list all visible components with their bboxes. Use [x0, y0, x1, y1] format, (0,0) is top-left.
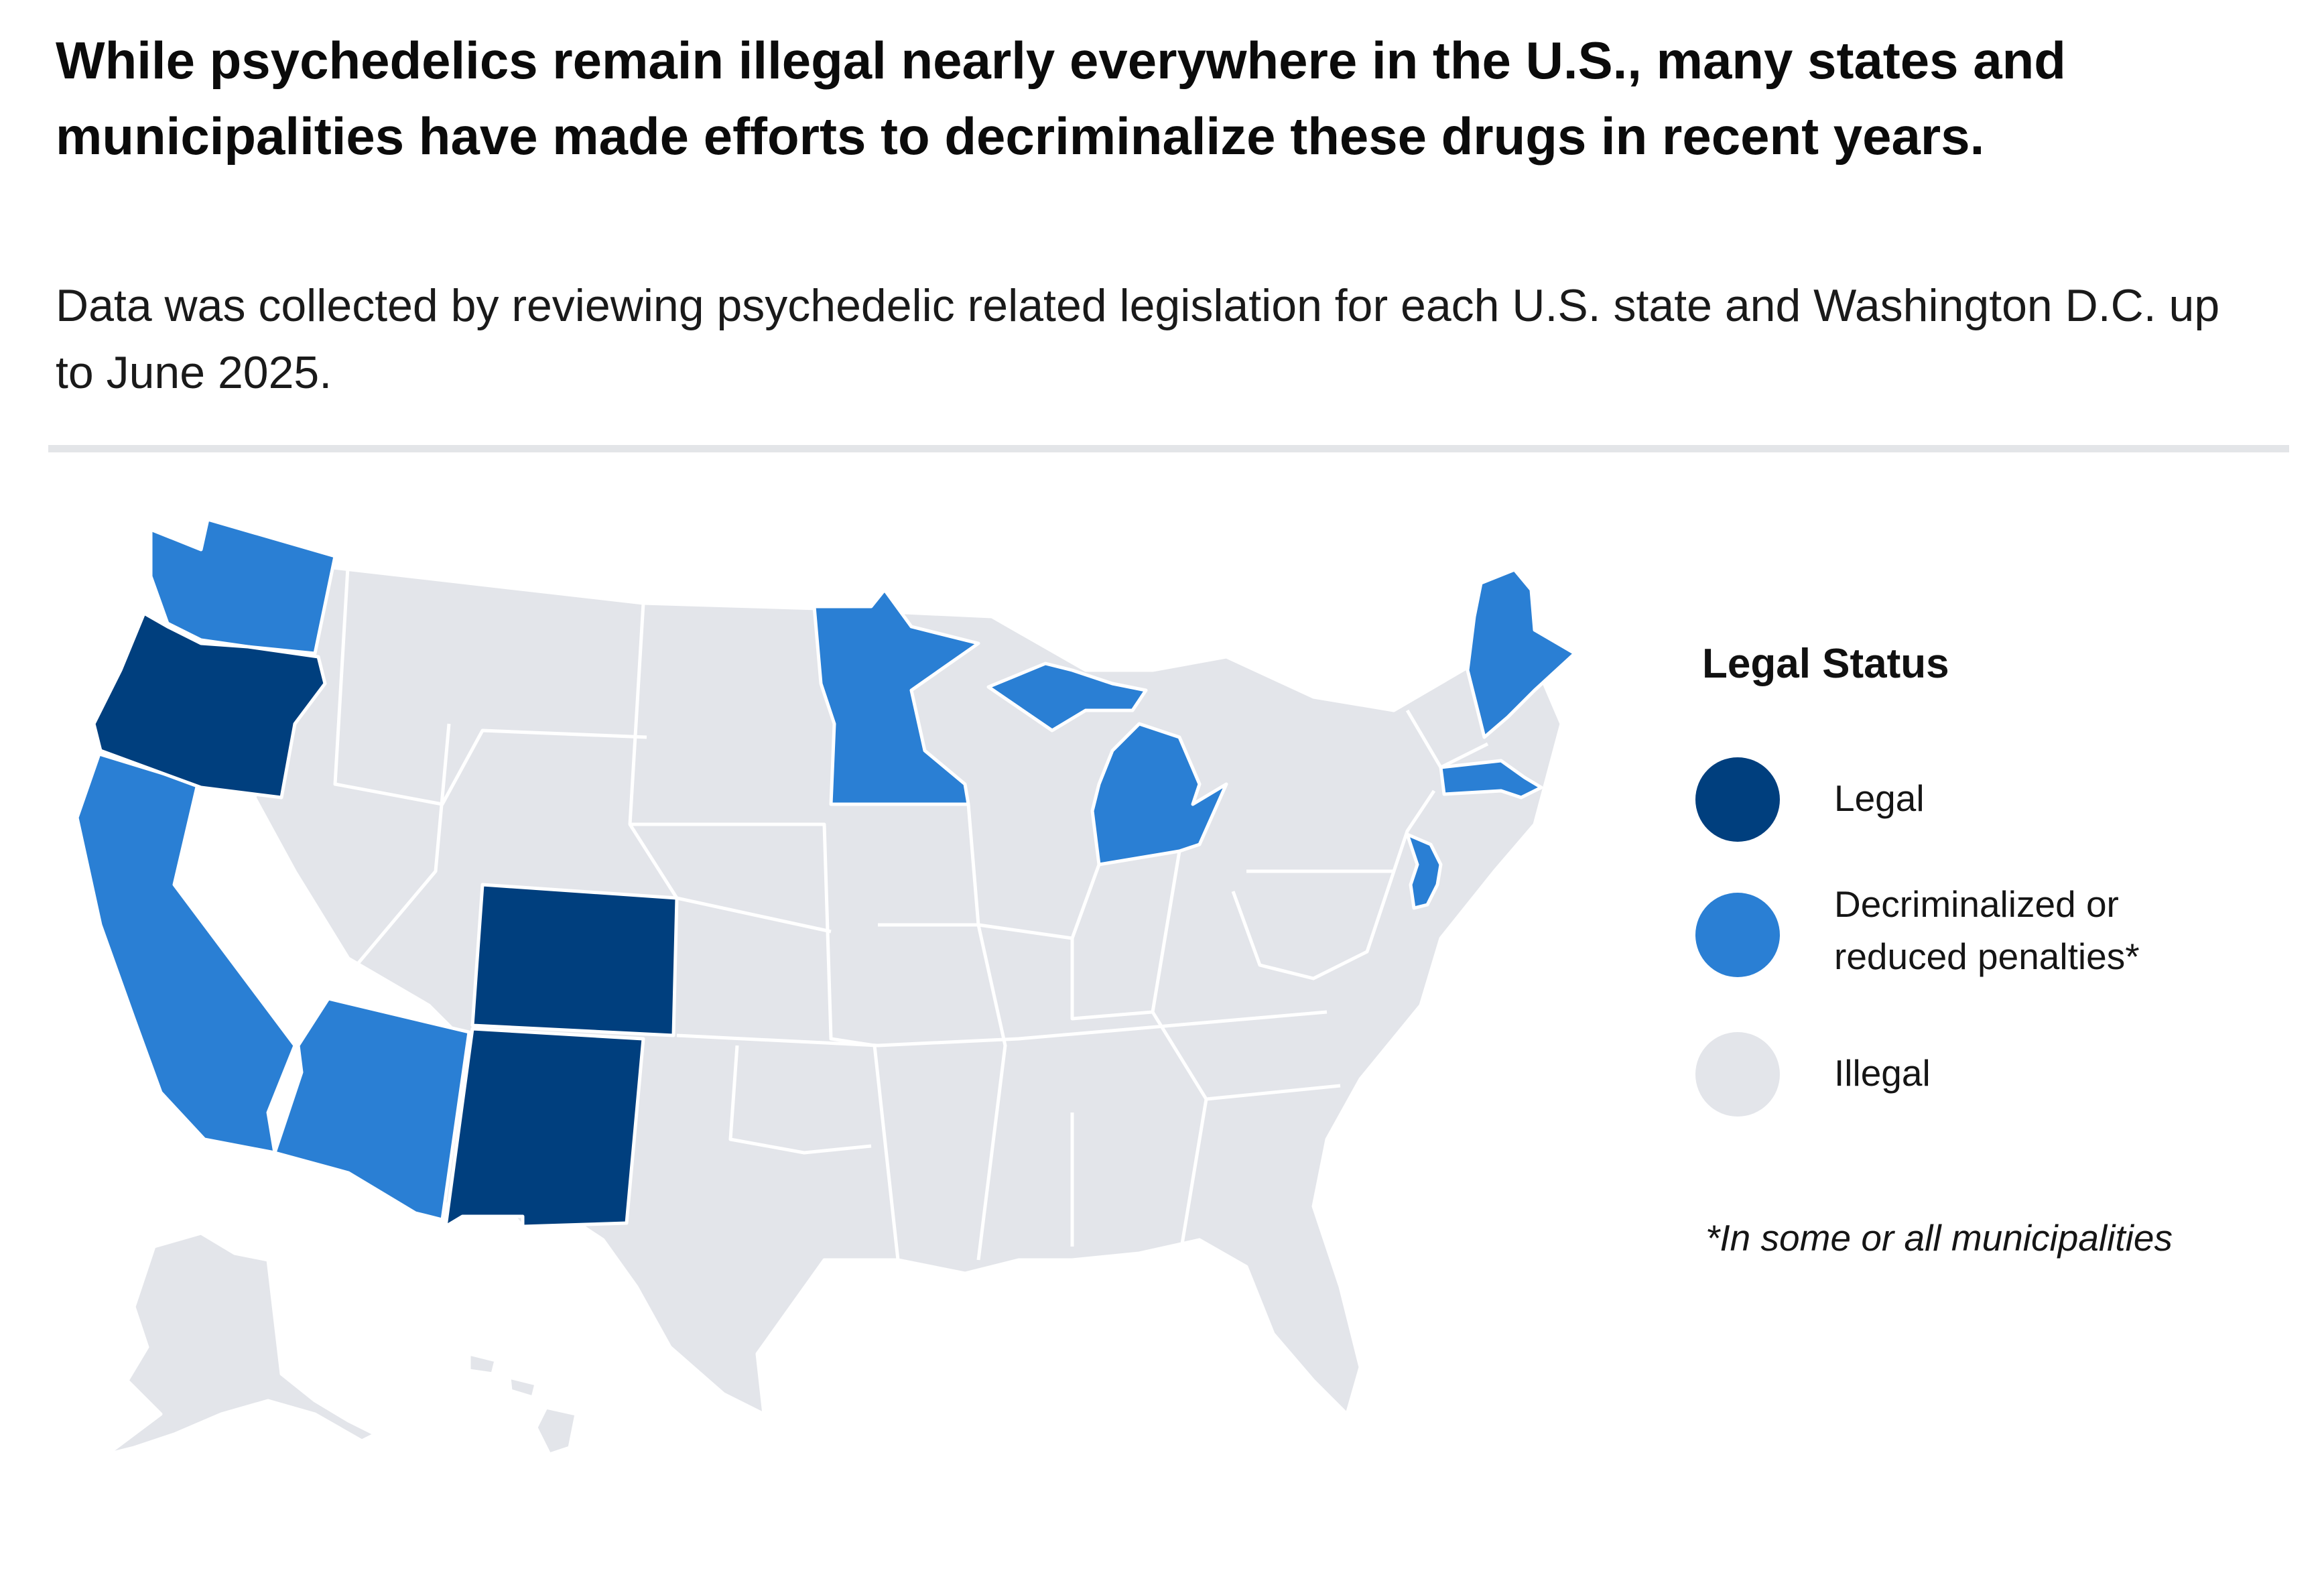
- hawaii: [467, 1352, 578, 1456]
- state-borders: [327, 556, 1489, 1261]
- michigan-upper: [986, 661, 1148, 733]
- chart-title: While psychedelics remain illegal nearly…: [56, 31, 2066, 166]
- legend-swatch-decriminalized: [1695, 893, 1780, 977]
- california: [75, 752, 297, 1155]
- chart-subtitle: Data was collected by reviewing psychede…: [56, 280, 2220, 398]
- divider: [48, 445, 2289, 452]
- legend-item-decriminalized: Decriminalized or reduced penalties*: [1695, 883, 2285, 1000]
- legend-swatch-illegal: [1695, 1032, 1780, 1117]
- maine: [1466, 568, 1577, 739]
- massachusetts: [1439, 759, 1543, 800]
- michigan-lower: [1090, 722, 1228, 867]
- footnote: *In some or all municipalities: [1705, 1217, 2173, 1259]
- legend-item-legal: Legal: [1695, 757, 2285, 851]
- legend-label-decriminalized: Decriminalized or reduced penalties*: [1834, 883, 2140, 977]
- minnesota: [812, 588, 980, 806]
- alaska: [105, 1231, 377, 1456]
- new-jersey: [1405, 832, 1443, 910]
- legend-label-illegal: Illegal: [1834, 1052, 1931, 1094]
- legend-title: Legal Status: [1702, 641, 1949, 687]
- arizona: [273, 997, 471, 1222]
- oregon: [92, 611, 327, 800]
- colorado: [470, 883, 679, 1037]
- legend-swatch-legal: [1695, 757, 1780, 842]
- legend-item-illegal: Illegal: [1695, 1032, 2285, 1126]
- new-mexico: [444, 1027, 645, 1228]
- legend-label-legal: Legal: [1834, 777, 1925, 819]
